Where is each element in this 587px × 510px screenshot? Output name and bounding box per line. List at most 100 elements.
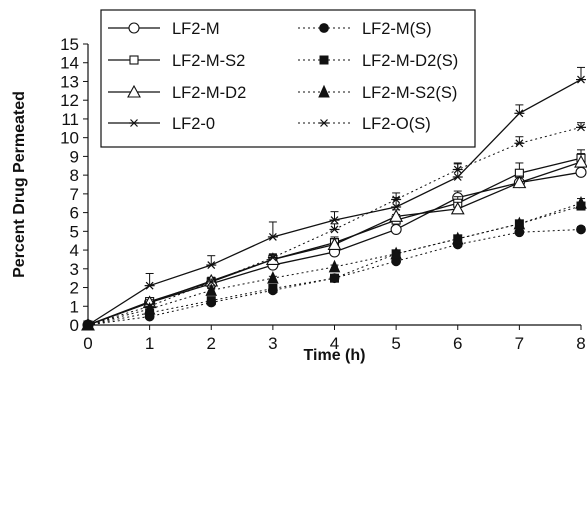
marker-star xyxy=(144,281,155,290)
y-tick-label: 15 xyxy=(60,35,79,54)
x-tick-label: 7 xyxy=(515,334,524,353)
y-tick-label: 6 xyxy=(70,204,79,223)
marker-star-stroke xyxy=(453,165,462,174)
marker-star xyxy=(576,123,586,132)
y-tick-label: 8 xyxy=(70,166,79,185)
marker-star xyxy=(83,321,93,329)
error-bar xyxy=(207,255,216,266)
series-layer xyxy=(81,66,587,331)
marker-filled-circle xyxy=(319,23,329,33)
y-tick-label: 2 xyxy=(70,279,79,298)
marker-star-stroke xyxy=(145,302,154,311)
marker-star xyxy=(391,195,402,204)
y-tick-label: 0 xyxy=(70,316,79,335)
legend-item: LF2-M-D2(S) xyxy=(298,52,458,70)
error-bar xyxy=(453,162,462,170)
marker-open-circle xyxy=(128,22,140,34)
legend-box xyxy=(100,9,476,148)
x-tick-label: 4 xyxy=(330,334,339,353)
marker-star-stroke xyxy=(577,123,585,132)
marker-open-circle xyxy=(575,166,587,178)
marker-star xyxy=(267,253,278,262)
x-tick-label: 8 xyxy=(576,334,585,353)
marker-open-triangle xyxy=(265,252,280,265)
y-tick-label: 7 xyxy=(70,185,79,204)
marker-filled-triangle xyxy=(267,270,279,284)
legend-label: LF2-M-D2(S) xyxy=(362,52,458,70)
marker-open-triangle xyxy=(389,209,404,222)
series-line xyxy=(87,202,582,326)
marker-star-stroke xyxy=(320,119,328,127)
marker-filled-square xyxy=(206,296,216,306)
error-bar xyxy=(515,136,524,144)
legend-item: LF2-M-D2 xyxy=(108,84,246,102)
marker-open-circle xyxy=(390,223,402,236)
y-tick-label: 14 xyxy=(60,54,79,73)
legend-item: LF2-0 xyxy=(108,115,215,133)
legend-label: LF2-O(S) xyxy=(362,115,431,133)
marker-star xyxy=(391,203,402,211)
legend-label: LF2-M xyxy=(172,20,220,38)
marker-star xyxy=(267,233,278,241)
x-tick-label: 2 xyxy=(207,334,216,353)
marker-star-stroke xyxy=(515,139,524,148)
series-line xyxy=(87,126,582,326)
marker-filled-square xyxy=(268,283,278,293)
marker-star-stroke xyxy=(577,75,585,84)
marker-star xyxy=(452,165,463,174)
y-tick-label: 3 xyxy=(70,260,79,279)
marker-filled-triangle xyxy=(318,84,330,98)
legend-item: LF2-M-S2 xyxy=(108,52,245,70)
marker-filled-triangle xyxy=(451,231,464,245)
legend: LF2-M LF2-M-S2 LF2-M-D2 LF2-0 LF2-M(S) LF2-M-… xyxy=(100,9,476,148)
marker-star-stroke xyxy=(207,261,216,269)
marker-star xyxy=(452,173,463,181)
series-lf2-0 xyxy=(83,66,586,329)
marker-open-square xyxy=(129,55,139,65)
y-tick-label: 9 xyxy=(70,147,79,166)
error-bar xyxy=(268,221,277,237)
legend-item: LF2-M-S2(S) xyxy=(298,84,457,102)
marker-filled-triangle xyxy=(575,196,587,209)
series-lf2-m-d2 xyxy=(81,153,587,331)
legend-item: LF2-M xyxy=(108,20,220,38)
y-tick-label: 11 xyxy=(61,110,79,129)
legend-label: LF2-0 xyxy=(172,115,215,133)
marker-star xyxy=(319,119,329,127)
error-bar xyxy=(392,192,401,200)
marker-filled-triangle xyxy=(390,246,402,260)
marker-star xyxy=(206,277,217,286)
marker-star xyxy=(514,109,525,118)
marker-filled-triangle xyxy=(513,216,526,230)
error-bar xyxy=(145,272,154,286)
marker-star-stroke xyxy=(268,233,277,241)
x-tick-label: 0 xyxy=(83,334,92,353)
marker-star xyxy=(514,139,525,148)
y-axis-title: Percent Drug Permeated xyxy=(11,91,28,278)
legend-label: LF2-M(S) xyxy=(362,20,432,38)
marker-filled-square xyxy=(330,273,339,283)
x-tick-label: 3 xyxy=(268,334,277,353)
marker-star xyxy=(206,261,217,269)
marker-star xyxy=(576,75,586,84)
y-tick-label: 12 xyxy=(60,91,79,110)
legend-label: LF2-M-S2 xyxy=(172,52,245,70)
x-axis-title: Time (h) xyxy=(304,347,366,364)
marker-filled-triangle xyxy=(328,259,341,273)
error-bar xyxy=(515,104,524,114)
marker-star-stroke xyxy=(145,281,154,290)
marker-filled-circle xyxy=(576,224,586,235)
marker-star-stroke xyxy=(330,225,339,234)
error-bar xyxy=(330,223,339,230)
y-tick-label: 13 xyxy=(60,72,79,91)
marker-star-stroke xyxy=(392,203,401,211)
marker-star-stroke xyxy=(515,109,524,118)
marker-filled-triangle xyxy=(205,283,218,296)
marker-star-stroke xyxy=(207,277,216,286)
legend-item: LF2-O(S) xyxy=(298,115,431,133)
marker-star-stroke xyxy=(130,119,138,127)
marker-open-triangle xyxy=(574,154,587,168)
y-tick-label: 1 xyxy=(70,297,79,316)
